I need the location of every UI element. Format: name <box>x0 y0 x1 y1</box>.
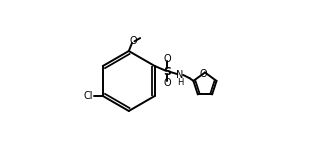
Text: N: N <box>176 70 183 80</box>
Text: S: S <box>163 67 171 77</box>
Text: H: H <box>177 78 183 87</box>
Text: O: O <box>200 69 207 79</box>
Text: Cl: Cl <box>84 91 93 101</box>
Text: O: O <box>163 54 171 64</box>
Text: O: O <box>163 78 171 88</box>
Text: O: O <box>130 36 137 46</box>
